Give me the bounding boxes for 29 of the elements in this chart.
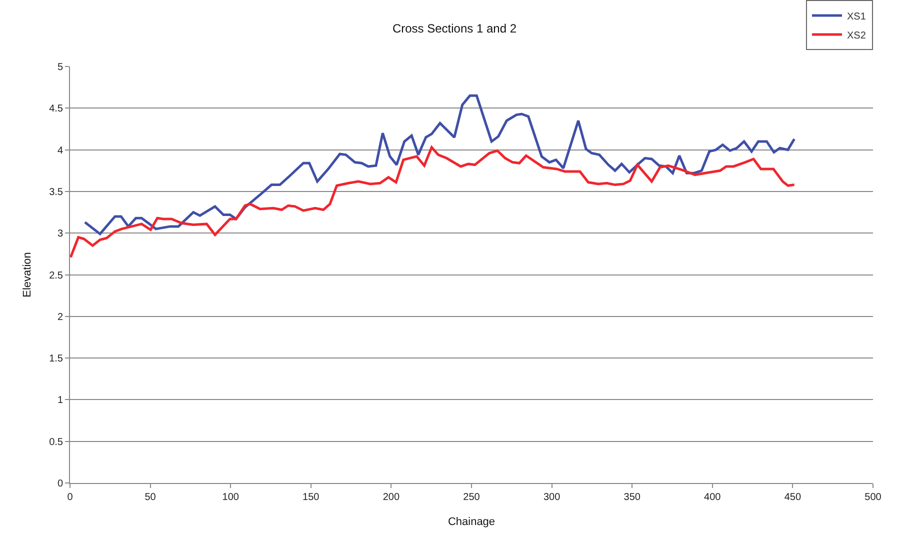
y-tick-label: 5: [57, 62, 64, 73]
y-axis-title: Elevation: [22, 252, 34, 298]
line-series: [84, 94, 796, 236]
y-tick-label: 4.5: [49, 104, 64, 115]
x-tick-label: 0: [67, 492, 74, 503]
y-tick-label: 0.5: [49, 436, 64, 448]
y-tick-label: 2.5: [49, 270, 64, 282]
y-tick-label: 1.5: [49, 354, 64, 365]
x-tick-label: 50: [144, 492, 156, 503]
y-tick-label: 0: [57, 478, 64, 490]
x-tick-label: 200: [382, 492, 400, 503]
x-tick-label: 350: [624, 492, 641, 503]
chart-title: Cross Sections 1 and 2: [392, 22, 517, 36]
x-axis-title: Chainage: [448, 516, 496, 528]
y-tick-label: 4: [57, 145, 64, 156]
x-tick-label: 300: [543, 492, 561, 503]
y-tick-label: 3: [57, 228, 64, 240]
legend-label: XS1: [847, 11, 866, 22]
x-tick-label: 150: [302, 492, 320, 503]
x-tick-label: 450: [784, 492, 802, 503]
x-tick-label: 100: [222, 492, 240, 503]
legend-label: XS2: [847, 30, 866, 42]
x-tick-label: 500: [864, 492, 882, 503]
x-tick-label: 400: [704, 492, 722, 503]
y-tick-label: 1: [57, 395, 64, 406]
y-tick-label: 2: [57, 312, 64, 323]
x-tick-label: 250: [463, 492, 480, 503]
line-series: [70, 146, 796, 259]
y-tick-label: 3.5: [49, 186, 64, 198]
